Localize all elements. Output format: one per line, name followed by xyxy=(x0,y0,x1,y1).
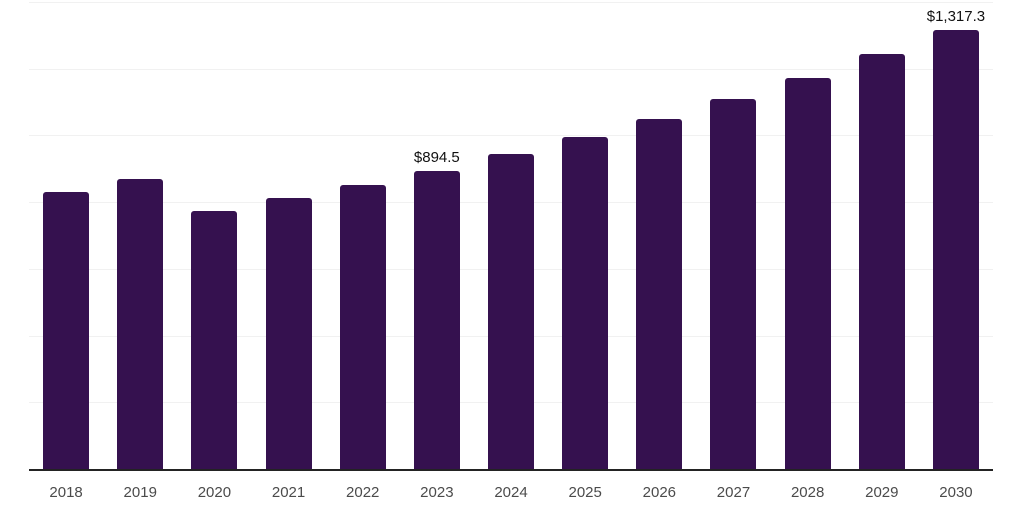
x-axis-label-2027: 2027 xyxy=(716,484,751,501)
x-axis-labels: 2018 2019 2020 2021 2022 2023 2024 2025 2026 2027… xyxy=(29,483,993,502)
bar-2028 xyxy=(784,78,831,469)
x-axis-label-2030: 2030 xyxy=(939,484,973,501)
bar-2029 xyxy=(858,54,905,469)
data-label-2023: $894.5 xyxy=(413,148,460,166)
bar-2018 xyxy=(43,192,90,469)
bar-2024 xyxy=(488,153,534,469)
x-axis-label-2021: 2021 xyxy=(271,484,306,501)
x-axis-label-2020: 2020 xyxy=(197,484,232,501)
x-axis-label-2026: 2026 xyxy=(642,484,677,501)
plot-area: $894.5 $1,317.3 xyxy=(29,2,993,469)
bar-2020 xyxy=(191,211,238,469)
data-label-2030: $1,317.3 xyxy=(926,7,986,25)
x-axis-label-2022: 2022 xyxy=(346,484,380,501)
x-axis-line xyxy=(29,469,993,471)
bar-2025 xyxy=(562,137,609,469)
x-axis-label-2029: 2029 xyxy=(865,484,899,501)
x-axis-label-2028: 2028 xyxy=(790,484,825,501)
x-axis-label-2025: 2025 xyxy=(568,484,602,501)
gridline-1200 xyxy=(29,68,993,70)
gridline-1000 xyxy=(29,135,993,137)
bar-2023 xyxy=(413,170,460,469)
bar-2026 xyxy=(636,119,683,469)
bar-2027 xyxy=(710,99,757,469)
x-axis-label-2019: 2019 xyxy=(123,484,157,501)
x-axis-label-2018: 2018 xyxy=(49,484,83,501)
x-axis-label-2024: 2024 xyxy=(494,484,528,501)
x-axis-label-2023: 2023 xyxy=(420,484,454,501)
bar-2021 xyxy=(265,198,312,469)
bar-2022 xyxy=(339,185,386,469)
bar-2019 xyxy=(117,179,164,469)
gridline-1400 xyxy=(29,2,993,3)
bar-2030 xyxy=(932,29,979,469)
